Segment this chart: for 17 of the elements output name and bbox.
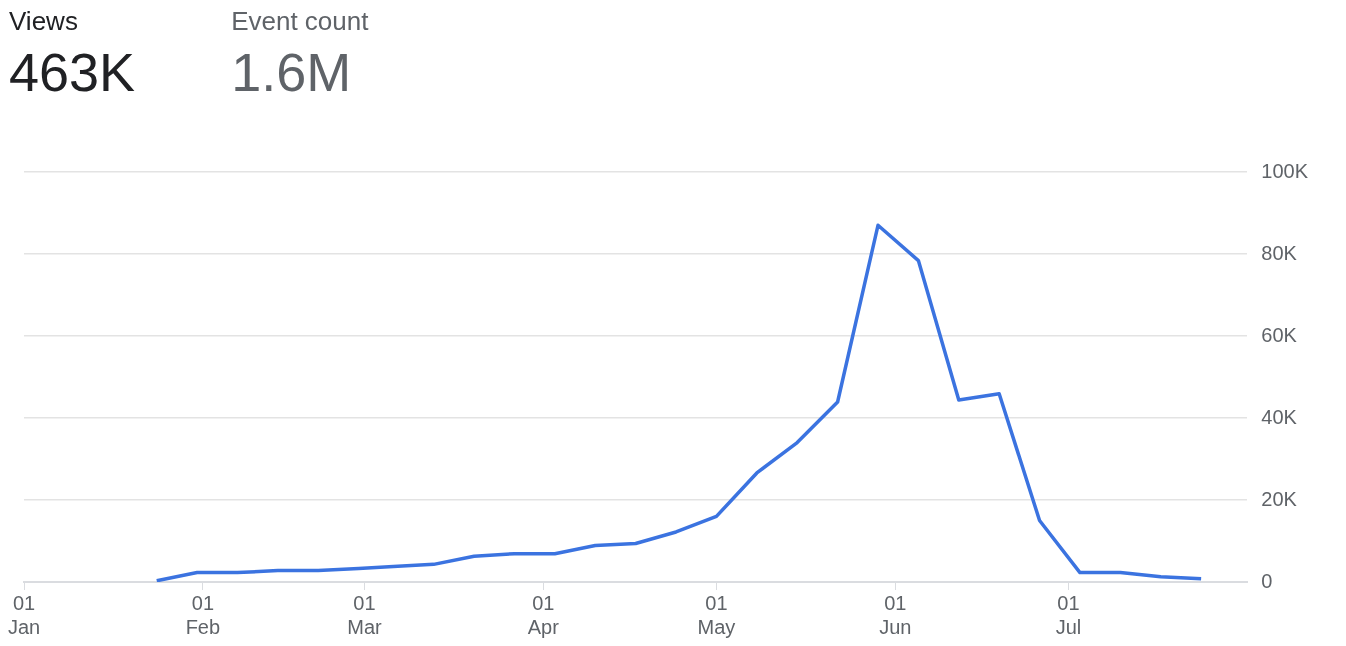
y-tick-label: 80K	[1261, 241, 1298, 264]
text: Event count	[231, 6, 369, 37]
x-tick-label: 01 Apr	[527, 591, 560, 638]
y-tick-label: 60K	[1261, 323, 1298, 346]
y-tick-label: 100K	[1261, 159, 1309, 182]
x-tick-label: 01 Jun	[879, 591, 912, 638]
x-tick-label: 01 Feb	[185, 591, 221, 638]
text: 463K	[9, 41, 136, 103]
y-tick-label: 40K	[1261, 405, 1298, 428]
x-tick-label: 01 Jul	[1055, 591, 1082, 638]
x-tick-label: 01 Mar	[347, 591, 382, 638]
text: 1.6M	[231, 41, 353, 103]
x-tick-label: 01 Jan	[7, 591, 41, 638]
x-tick-label: 01 May	[697, 591, 736, 638]
y-tick-label: 20K	[1261, 487, 1298, 510]
y-tick-label: 0	[1261, 569, 1273, 592]
text: Views	[9, 6, 79, 37]
